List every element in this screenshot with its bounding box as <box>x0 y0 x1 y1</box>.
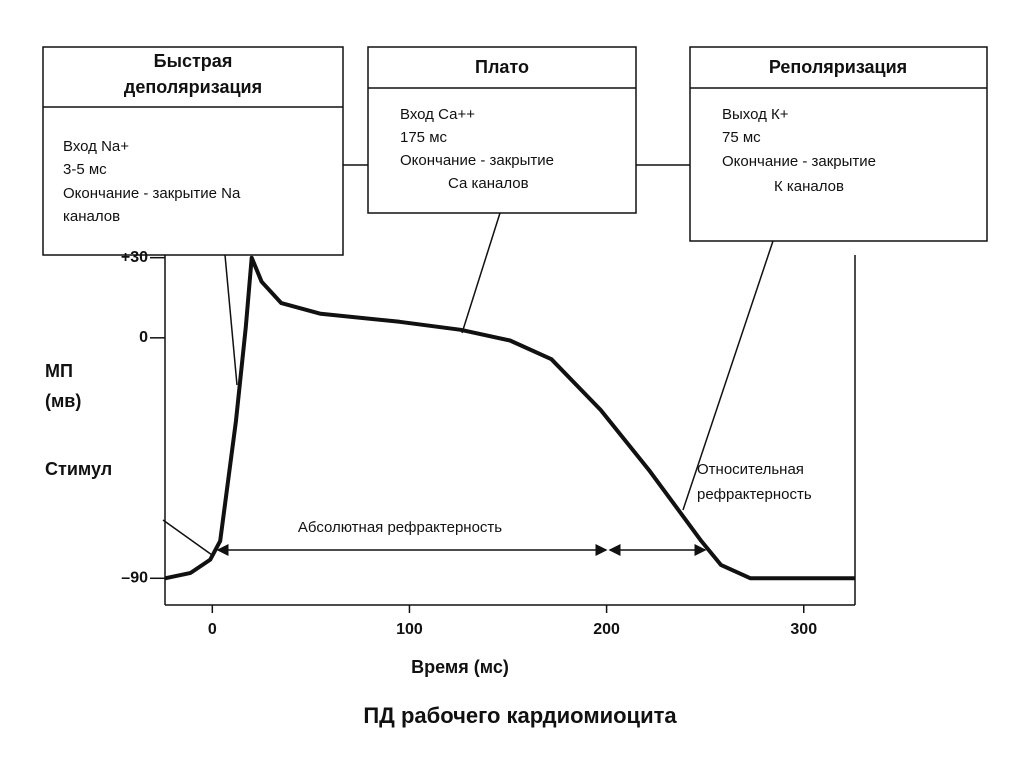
x-tick-label: 100 <box>396 621 423 638</box>
y-tick-label: +30 <box>121 249 148 266</box>
y-tick-label: –90 <box>121 570 148 587</box>
annotation: Абсолютная рефрактерность <box>298 519 502 536</box>
box-text: 75 мс <box>722 129 761 146</box>
chart-title: ПД рабочего кардиомиоцита <box>363 703 677 728</box>
box-text: Выход К+ <box>722 106 789 123</box>
box-text: Окончание - закрытие <box>722 153 876 170</box>
x-tick-label: 300 <box>790 621 817 638</box>
box-title: Реполяризация <box>769 57 907 77</box>
pointer <box>224 254 238 386</box>
line <box>164 255 855 581</box>
box-text: Вход Na+ <box>63 138 129 155</box>
y-axis-label: МП <box>45 361 73 381</box>
y-tick-label: 0 <box>139 329 148 346</box>
box-text: Вход Са++ <box>400 106 475 123</box>
box-text: Окончание - закрытие <box>400 152 554 169</box>
pointer <box>461 212 501 334</box>
box-text: 175 мс <box>400 129 448 146</box>
box-text: Са каналов <box>448 175 529 192</box>
annotation: Стимул <box>45 459 112 479</box>
box <box>689 46 988 242</box>
annotation: Относительная <box>697 461 804 478</box>
box-title: Плато <box>475 57 529 77</box>
box <box>42 46 344 256</box>
x-tick-label: 0 <box>208 621 217 638</box>
box-title: Быстрая <box>154 51 233 71</box>
y-axis-label: (мв) <box>45 391 81 411</box>
box-text: К каналов <box>774 178 844 195</box>
x-tick-label: 200 <box>593 621 620 638</box>
pointer <box>682 240 774 511</box>
box <box>367 46 637 214</box>
stimulus-line <box>162 519 213 556</box>
box-text: каналов <box>63 208 120 225</box>
box-text: 3-5 мс <box>63 161 107 178</box>
box-title: деполяризация <box>124 77 262 97</box>
annotation: рефрактерность <box>697 486 812 503</box>
box-text: Окончание - закрытие Na <box>63 185 241 202</box>
x-axis-label: Время (мс) <box>411 657 509 677</box>
